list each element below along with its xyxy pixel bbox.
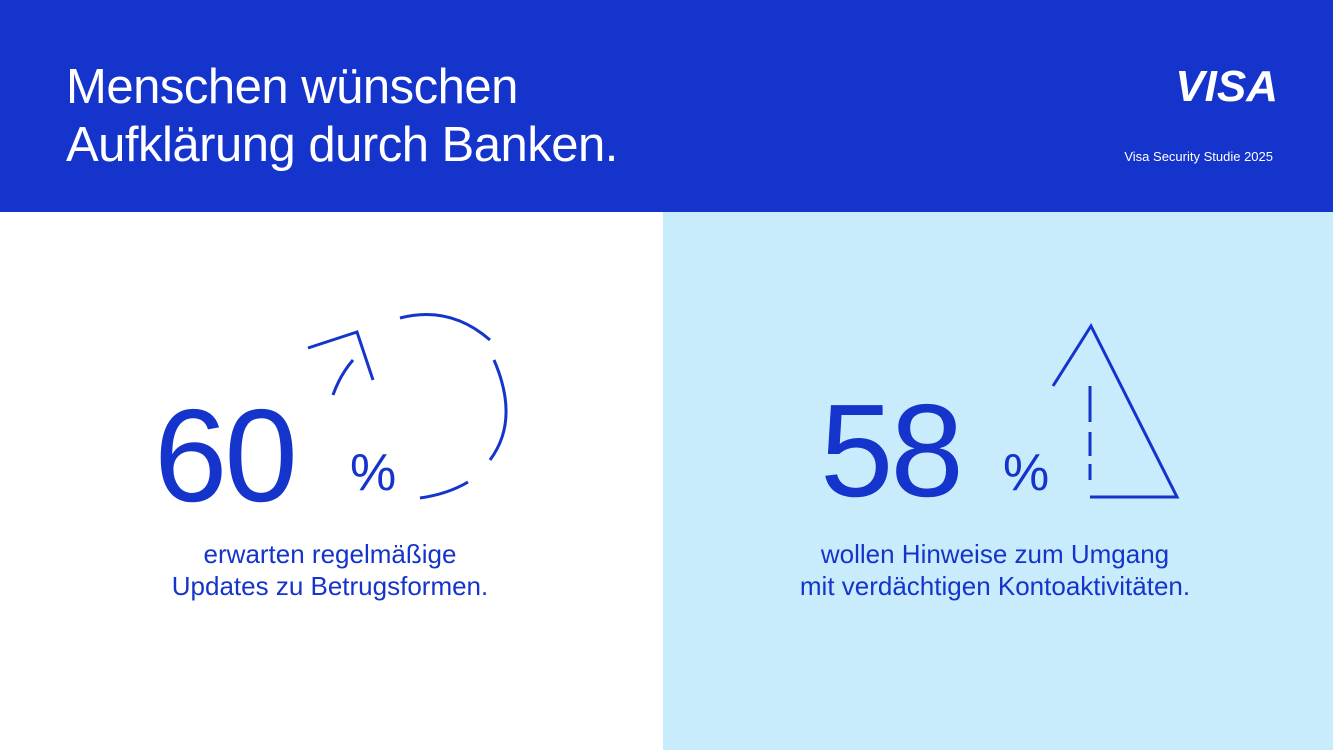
header-banner: Menschen wünschen Aufklärung durch Banke… bbox=[0, 0, 1333, 212]
stat-caption-left-line-1: erwarten regelmäßige bbox=[203, 539, 457, 569]
stat-caption-right-line-1: wollen Hinweise zum Umgang bbox=[820, 539, 1170, 569]
stat-percent-sign-left: % bbox=[350, 444, 397, 502]
headline-line-1: Menschen wünschen bbox=[66, 60, 518, 114]
stat-caption-right: wollen Hinweise zum Umgang mit verdächti… bbox=[735, 538, 1255, 602]
headline-line-2: Aufklärung durch Banken. bbox=[66, 118, 618, 172]
stat-caption-left: erwarten regelmäßige Updates zu Betrugsf… bbox=[130, 538, 530, 602]
stat-caption-right-line-2: mit verdächtigen Kontoaktivitäten. bbox=[799, 571, 1191, 601]
stat-caption-left-line-2: Updates zu Betrugsformen. bbox=[171, 571, 489, 601]
stat-number-58: 58 bbox=[820, 377, 964, 524]
stat-panel-left bbox=[0, 212, 663, 750]
study-label: Visa Security Studie 2025 bbox=[1124, 149, 1273, 164]
page-title: Menschen wünschen Aufklärung durch Banke… bbox=[66, 58, 618, 174]
stat-percent-sign-right: % bbox=[1003, 444, 1050, 502]
stat-number-60: 60 bbox=[154, 382, 298, 529]
stat-panel-right bbox=[663, 212, 1333, 750]
visa-logo: VISA bbox=[1175, 62, 1278, 111]
